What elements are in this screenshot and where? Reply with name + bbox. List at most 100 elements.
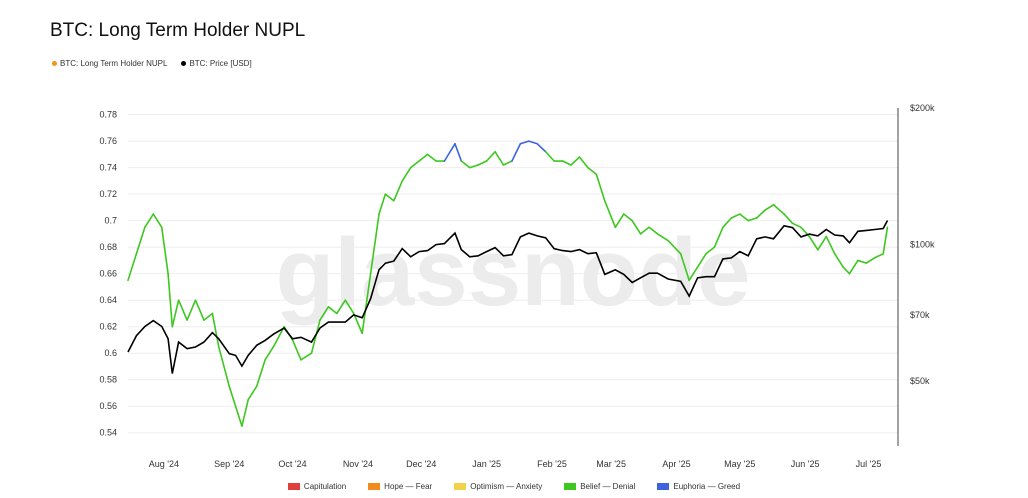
zone-legend-euphoria-greed[interactable]: Euphoria — Greed xyxy=(657,482,740,491)
nupl-segment xyxy=(730,213,741,219)
x-tick-label: Aug '24 xyxy=(149,459,179,469)
zone-label-belief-denial: Belief — Denial xyxy=(580,482,636,491)
grid-lines xyxy=(128,114,898,434)
left-tick-label: 0.72 xyxy=(99,189,117,199)
nupl-segment xyxy=(477,160,488,166)
nupl-segment xyxy=(688,266,699,282)
legend-item-price[interactable]: BTC: Price [USD] xyxy=(181,59,252,68)
nupl-segment xyxy=(713,226,724,248)
left-tick-label: 0.76 xyxy=(99,136,117,146)
nupl-segment xyxy=(300,352,313,361)
nupl-segment xyxy=(217,345,231,388)
nupl-segment xyxy=(817,235,828,251)
left-tick-label: 0.68 xyxy=(99,242,117,252)
nupl-segment xyxy=(167,272,174,328)
nupl-segment xyxy=(264,345,275,361)
zone-label-optimism-anxiety: Optimism — Anxiety xyxy=(470,482,543,491)
x-tick-label: Apr '25 xyxy=(662,459,690,469)
nupl-segment xyxy=(842,266,851,275)
nupl-segment xyxy=(528,140,539,145)
zone-label-hope-fear: Hope — Fear xyxy=(384,482,433,491)
nupl-segment xyxy=(135,226,146,255)
left-tick-label: 0.74 xyxy=(99,163,117,173)
x-tick-label: Oct '24 xyxy=(278,459,306,469)
watermark: glassnode xyxy=(276,219,751,326)
nupl-segment xyxy=(502,160,513,166)
zone-legend-capitulation[interactable]: Capitulation xyxy=(287,482,346,491)
legend-item-nupl[interactable]: BTC: Long Term Holder NUPL xyxy=(52,59,167,68)
x-tick-label: Nov '24 xyxy=(343,459,373,469)
nupl-segment xyxy=(656,233,669,242)
zone-label-euphoria-greed: Euphoria — Greed xyxy=(673,482,741,491)
nupl-segment xyxy=(228,385,237,408)
x-tick-label: Sep '24 xyxy=(214,459,244,469)
zone-legend-optimism-anxiety[interactable]: Optimism — Anxiety xyxy=(454,482,542,491)
nupl-segment xyxy=(667,239,682,255)
nupl-segment xyxy=(144,213,155,229)
nupl-segment xyxy=(783,213,794,225)
nupl-segment xyxy=(234,405,243,427)
nupl-segment xyxy=(882,226,889,255)
nupl-segment xyxy=(127,253,138,282)
zone-swatch-belief-denial xyxy=(564,483,577,490)
zone-swatch-hope-fear xyxy=(368,483,381,490)
x-tick-label: Jun '25 xyxy=(791,459,820,469)
nupl-segment xyxy=(631,219,642,235)
left-tick-label: 0.56 xyxy=(99,401,117,411)
nupl-segment xyxy=(738,213,750,222)
nupl-segment xyxy=(361,272,372,335)
nupl-segment xyxy=(186,299,197,321)
zone-legend-hope-fear[interactable]: Hope — Fear xyxy=(368,482,432,491)
right-tick-label: $70k xyxy=(910,310,930,320)
nupl-segment xyxy=(171,299,180,328)
nupl-segment xyxy=(393,180,404,202)
nupl-segment xyxy=(511,142,522,162)
nupl-segment xyxy=(409,160,420,169)
nupl-segment xyxy=(454,142,463,162)
nupl-segment xyxy=(310,319,321,355)
nupl-segment xyxy=(291,339,302,361)
nupl-segment xyxy=(696,253,707,268)
chart-title: BTC: Long Term Holder NUPL xyxy=(50,20,306,41)
nupl-segment xyxy=(255,359,266,388)
nupl-segment xyxy=(705,246,716,255)
nupl-segment xyxy=(460,160,471,169)
nupl-segment xyxy=(344,299,355,315)
nupl-segment xyxy=(873,253,885,259)
left-tick-label: 0.54 xyxy=(99,428,117,438)
nupl-segment xyxy=(570,156,581,166)
x-tick-label: Jul '25 xyxy=(856,459,882,469)
nupl-segment xyxy=(352,312,363,335)
nupl-segment xyxy=(622,213,633,222)
nupl-segment xyxy=(772,203,785,215)
nupl-segment xyxy=(648,226,659,235)
right-tick-label: $50k xyxy=(910,376,930,386)
nupl-segment xyxy=(722,217,733,229)
nupl-segment xyxy=(833,253,844,268)
legend-dot-price xyxy=(181,61,187,66)
right-axis-ticks: $50k $70k $100k $200k xyxy=(910,103,935,386)
nupl-segment xyxy=(791,222,802,229)
nupl-segment xyxy=(679,253,690,282)
series-legend: BTC: Long Term Holder NUPL BTC: Price [U… xyxy=(52,59,252,68)
nupl-segment xyxy=(177,299,188,321)
nupl-segment xyxy=(536,142,547,153)
nupl-segment xyxy=(378,193,387,215)
nupl-segment xyxy=(494,150,505,166)
nupl-segment xyxy=(865,256,876,264)
nupl-segment xyxy=(418,153,429,162)
nupl-segment xyxy=(272,325,285,348)
x-tick-label: May '25 xyxy=(724,459,755,469)
nupl-segment xyxy=(595,173,606,202)
nupl-segment xyxy=(160,226,169,275)
zone-legend-belief-denial[interactable]: Belief — Denial xyxy=(564,482,635,491)
nupl-segment xyxy=(384,193,395,202)
nupl-segment xyxy=(211,312,220,348)
price-series-line xyxy=(127,220,889,374)
nupl-segment xyxy=(747,217,758,222)
left-tick-label: 0.58 xyxy=(99,375,117,385)
nupl-segment xyxy=(587,166,598,176)
nupl-segment xyxy=(808,235,819,251)
nupl-segment xyxy=(241,398,250,427)
